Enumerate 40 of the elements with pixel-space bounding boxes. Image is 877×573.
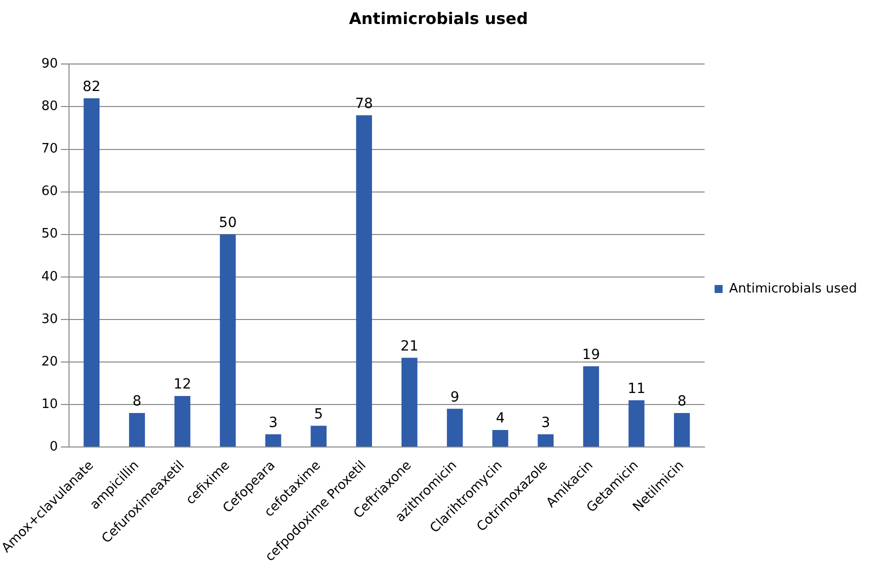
y-tick-label: 40: [41, 269, 58, 284]
data-label: 8: [132, 394, 142, 410]
data-label: 11: [628, 380, 646, 397]
bar: [402, 358, 418, 447]
y-tick-label: 30: [41, 312, 58, 327]
y-tick-label: 0: [50, 439, 58, 454]
data-label: 19: [582, 346, 600, 363]
y-tick-label: 50: [41, 226, 58, 242]
bar: [310, 426, 327, 447]
data-label: 8: [677, 394, 686, 410]
data-label: 4: [496, 410, 505, 427]
y-tick-label: 10: [41, 396, 58, 412]
data-label: 82: [82, 78, 100, 95]
chart-title: Antimicrobials used: [349, 8, 528, 28]
data-label: 12: [173, 376, 192, 393]
legend-label: Antimicrobials used: [729, 281, 858, 296]
y-tick-label: 90: [41, 56, 58, 72]
bar: [583, 366, 600, 447]
y-tick-label: 20: [41, 354, 58, 370]
bar: [84, 98, 100, 447]
data-label: 3: [541, 414, 550, 431]
y-tick-label: 60: [41, 184, 58, 200]
y-tick-label: 80: [41, 99, 58, 114]
bar: [356, 115, 372, 447]
bar: [446, 408, 463, 447]
y-tick-label: 70: [41, 142, 58, 157]
bar: [492, 430, 508, 447]
bar: [628, 400, 644, 447]
data-label: 50: [218, 214, 237, 231]
data-label: 3: [268, 414, 278, 431]
bar: [674, 413, 690, 447]
bar: [129, 413, 145, 447]
data-label: 21: [400, 338, 418, 354]
bar: [265, 434, 282, 447]
data-label: 78: [355, 96, 373, 112]
bar: [174, 396, 190, 447]
data-label: 5: [314, 406, 324, 422]
bar: [538, 434, 554, 447]
data-label: 9: [450, 389, 460, 406]
bar: [220, 234, 236, 447]
